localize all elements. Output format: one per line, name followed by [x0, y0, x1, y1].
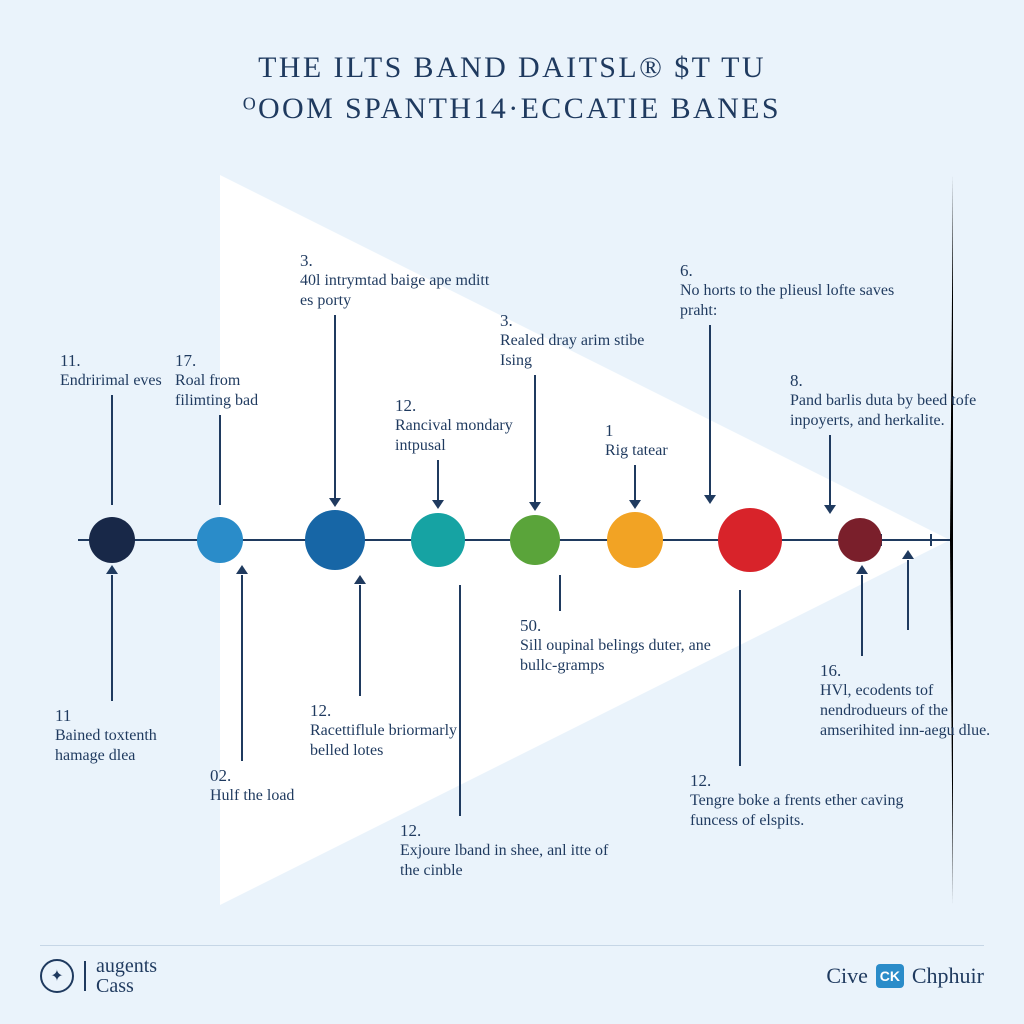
- leader-line: [459, 585, 461, 816]
- leader-line: [219, 415, 221, 505]
- logo-right-word2: Chphuir: [912, 963, 984, 989]
- callout-label: 12.Racettiflule briormarly belled lotes: [310, 700, 500, 761]
- timeline-node: [197, 517, 243, 563]
- callout-text: HVl, ecodents tof nendrodueurs of the am…: [820, 681, 1020, 741]
- callout-number: 12.: [395, 395, 555, 416]
- arrowhead-icon: [856, 565, 868, 574]
- infographic-canvas: THE ILTS BAND DAITSL® $T TU ᴼOOM SPANTH1…: [0, 0, 1024, 1024]
- callout-number: 02.: [210, 765, 350, 786]
- callout-number: 16.: [820, 660, 1020, 681]
- callout-text: Rig tatear: [605, 441, 725, 461]
- callout-text: Bained toxtenth hamage dlea: [55, 726, 195, 766]
- callout-label: 6.No horts to the plieusl lofte saves pr…: [680, 260, 900, 321]
- leader-line: [241, 575, 243, 761]
- callout-text: Pand barlis duta by beed tofe inpoyerts,…: [790, 391, 1010, 431]
- leader-line: [829, 435, 831, 505]
- callout-label: 02.Hulf the load: [210, 765, 350, 806]
- leader-line: [111, 575, 113, 701]
- logo-right-word1: Cive: [826, 963, 868, 989]
- callout-number: 6.: [680, 260, 900, 281]
- callout-label: 8.Pand barlis duta by beed tofe inpoyert…: [790, 370, 1010, 431]
- logo-left: ✦ augents Cass: [40, 956, 157, 996]
- callout-number: 12.: [310, 700, 500, 721]
- callout-label: 17.Roal from filimting bad: [175, 350, 295, 411]
- callout-number: 11.: [60, 350, 180, 371]
- callout-label: 1Rig tatear: [605, 420, 725, 461]
- callout-number: 1: [605, 420, 725, 441]
- callout-label: 16.HVl, ecodents tof nendrodueurs of the…: [820, 660, 1020, 741]
- leader-line: [861, 575, 863, 656]
- arrowhead-icon: [236, 565, 248, 574]
- callout-text: No horts to the plieusl lofte saves prah…: [680, 281, 900, 321]
- callout-label: 12.Rancival mondary intpusal: [395, 395, 555, 456]
- callout-text: Tengre boke a frents ether caving funces…: [690, 791, 950, 831]
- timeline-node: [89, 517, 135, 563]
- arrowhead-icon: [824, 505, 836, 514]
- leader-line: [534, 375, 536, 502]
- callout-label: 3.Realed dray arim stibe Ising: [500, 310, 660, 371]
- leader-line: [907, 560, 909, 630]
- callout-label: 50.Sill oupinal belings duter, ane bullc…: [520, 615, 740, 676]
- callout-number: 8.: [790, 370, 1010, 391]
- arrowhead-icon: [106, 565, 118, 574]
- callout-label: 11Bained toxtenth hamage dlea: [55, 705, 195, 766]
- leader-line: [111, 395, 113, 505]
- leader-line: [739, 590, 741, 766]
- callout-label: 3.40l intrymtad baige ape mditt es porty: [300, 250, 490, 311]
- footer: ✦ augents Cass Cive CK Chphuir: [40, 956, 984, 996]
- callout-number: 11: [55, 705, 195, 726]
- leader-line: [359, 585, 361, 696]
- callout-text: Racettiflule briormarly belled lotes: [310, 721, 500, 761]
- callout-text: Exjoure lband in shee, anl itte of the c…: [400, 841, 610, 881]
- callout-text: Endririmal eves: [60, 371, 180, 391]
- leader-line: [709, 325, 711, 495]
- logo-right-badge: CK: [876, 964, 904, 988]
- callout-text: Sill oupinal belings duter, ane bullc-gr…: [520, 636, 740, 676]
- title-line-1: THE ILTS BAND DAITSL® $T TU: [0, 48, 1024, 89]
- arrowhead-icon: [529, 502, 541, 511]
- axis-tick: [930, 534, 932, 546]
- callout-label: 11.Endririmal eves: [60, 350, 180, 391]
- arrowhead-icon: [354, 575, 366, 584]
- logo-left-icon: ✦: [40, 959, 74, 993]
- callout-number: 12.: [400, 820, 610, 841]
- title-line-2: ᴼOOM SPANTH14·ECCATIE BANES: [0, 89, 1024, 130]
- leader-line: [334, 315, 336, 498]
- callout-text: Rancival mondary intpusal: [395, 416, 555, 456]
- leader-line: [559, 575, 561, 611]
- arrowhead-icon: [902, 550, 914, 559]
- arrowhead-icon: [704, 495, 716, 504]
- arrowhead-icon: [432, 500, 444, 509]
- leader-line: [634, 465, 636, 500]
- timeline-node: [607, 512, 663, 568]
- title-block: THE ILTS BAND DAITSL® $T TU ᴼOOM SPANTH1…: [0, 48, 1024, 129]
- logo-left-text: augents Cass: [96, 956, 157, 996]
- footer-rule: [40, 945, 984, 946]
- callout-text: Roal from filimting bad: [175, 371, 295, 411]
- callout-text: 40l intrymtad baige ape mditt es porty: [300, 271, 490, 311]
- callout-number: 17.: [175, 350, 295, 371]
- arrowhead-icon: [629, 500, 641, 509]
- callout-number: 12.: [690, 770, 950, 791]
- logo-right: Cive CK Chphuir: [826, 963, 984, 989]
- arrowhead-icon: [329, 498, 341, 507]
- callout-label: 12.Exjoure lband in shee, anl itte of th…: [400, 820, 610, 881]
- logo-left-separator: [84, 961, 86, 991]
- timeline-node: [411, 513, 465, 567]
- callout-number: 50.: [520, 615, 740, 636]
- timeline-node: [838, 518, 882, 562]
- timeline-node: [718, 508, 782, 572]
- callout-number: 3.: [300, 250, 490, 271]
- timeline-node: [510, 515, 560, 565]
- logo-left-word1: augents: [96, 956, 157, 976]
- timeline-node: [305, 510, 365, 570]
- callout-number: 3.: [500, 310, 660, 331]
- callout-label: 12.Tengre boke a frents ether caving fun…: [690, 770, 950, 831]
- leader-line: [437, 460, 439, 500]
- callout-text: Hulf the load: [210, 786, 350, 806]
- logo-left-word2: Cass: [96, 976, 157, 996]
- callout-text: Realed dray arim stibe Ising: [500, 331, 660, 371]
